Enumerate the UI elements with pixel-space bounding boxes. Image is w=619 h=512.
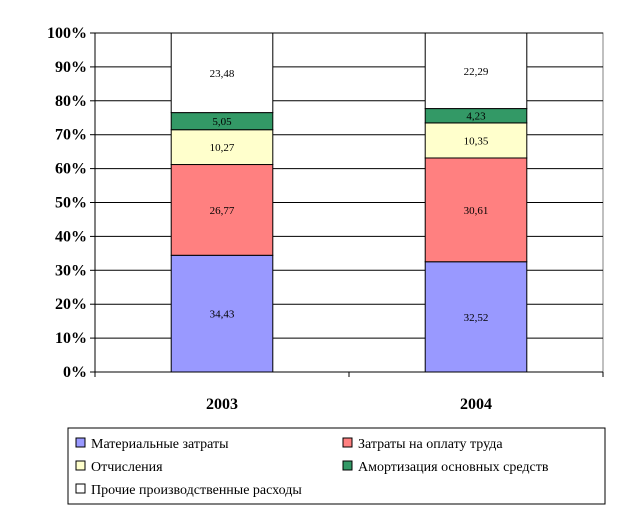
bars: 34,43 26,77 10,27 5,05 23,48 32,52 30,61 10,35 4… — [170, 32, 528, 373]
bar-segment — [170, 32, 274, 114]
legend-swatch — [75, 437, 86, 448]
data-label: 23,48 — [210, 68, 235, 80]
x-tick-label: 2004 — [460, 396, 492, 413]
legend-item: Прочие производственные расходы — [75, 483, 302, 498]
bar-segment — [170, 254, 274, 373]
bar-segment — [424, 157, 528, 263]
data-label: 10,35 — [464, 135, 489, 147]
y-tick-label: 40% — [55, 228, 87, 245]
legend-label: Отчисления — [91, 460, 163, 475]
x-tick-label: 2003 — [206, 396, 238, 413]
legend-item: Затраты на оплату труда — [342, 437, 503, 452]
bar-segment — [170, 129, 274, 166]
legend-item: Отчисления — [75, 460, 163, 475]
data-label: 4,23 — [466, 111, 486, 123]
y-tick-label: 90% — [55, 59, 87, 76]
legend-label: Прочие производственные расходы — [91, 483, 302, 498]
legend-swatch — [75, 483, 86, 494]
data-label: 10,27 — [210, 142, 235, 154]
bar-segment — [424, 32, 528, 110]
data-label: 32,52 — [464, 312, 489, 324]
legend-swatch — [342, 460, 353, 471]
legend-swatch — [75, 460, 86, 471]
y-tick-label: 60% — [55, 161, 87, 178]
legend: Материальные затраты Затраты на оплату тр… — [67, 427, 606, 505]
legend-box — [67, 427, 606, 505]
bar-segment — [424, 122, 528, 159]
data-label: 30,61 — [464, 205, 489, 217]
data-label: 34,43 — [210, 309, 235, 321]
y-tick-label: 20% — [55, 296, 87, 313]
y-tick-label: 80% — [55, 93, 87, 110]
legend-swatch — [342, 437, 353, 448]
legend-item: Амортизация основных средств — [342, 460, 549, 475]
y-tick-label: 100% — [47, 25, 87, 42]
data-label: 26,77 — [210, 205, 235, 217]
bar-segment — [424, 261, 528, 373]
x-axis: 2003 2004 — [94, 371, 604, 413]
y-tick-label: 30% — [55, 262, 87, 279]
legend-label: Амортизация основных средств — [358, 460, 549, 475]
y-tick-label: 70% — [55, 127, 87, 144]
legend-label: Затраты на оплату труда — [358, 437, 503, 452]
bar-segment — [170, 164, 274, 256]
data-label: 5,05 — [212, 116, 232, 128]
y-axis: 0% 10% 20% 30% 40% 50% 60% 70% 80% 90% 100% — [47, 25, 96, 381]
y-tick-label: 0% — [63, 364, 87, 381]
data-label: 22,29 — [464, 66, 489, 78]
legend-label: Материальные затраты — [91, 437, 229, 452]
y-tick-label: 10% — [55, 330, 87, 347]
legend-item: Материальные затраты — [75, 437, 229, 452]
y-tick-label: 50% — [55, 195, 87, 212]
